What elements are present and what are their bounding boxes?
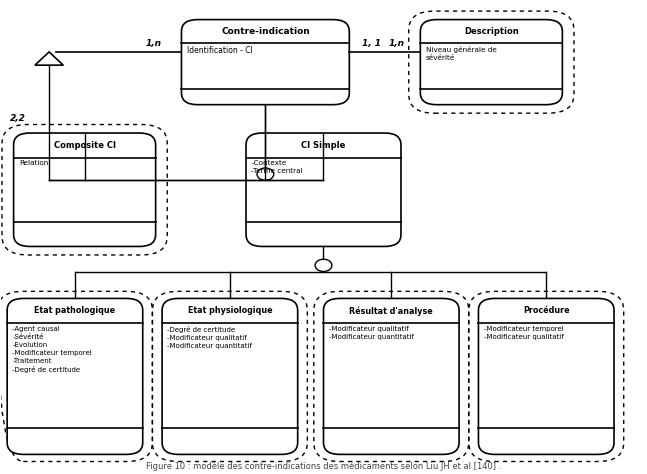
Text: Identification - CI: Identification - CI [186,46,252,55]
Text: Procédure: Procédure [523,306,569,315]
Text: 1, 1: 1, 1 [362,39,381,48]
FancyBboxPatch shape [14,133,156,246]
Text: Etat pathologique: Etat pathologique [34,306,116,315]
FancyBboxPatch shape [324,299,459,455]
Text: Composite CI: Composite CI [54,141,116,150]
Text: Contre-indication: Contre-indication [221,27,310,36]
FancyBboxPatch shape [478,299,614,455]
Text: Figure 10 : modèle des contre-indications des médicaments selon Liu JH et al [14: Figure 10 : modèle des contre-indication… [146,462,501,471]
Text: Résultat d'analyse: Résultat d'analyse [349,306,433,316]
Text: Relation: Relation [19,160,48,166]
Text: -Modificateur qualitatif
-Modificateur quantitatif: -Modificateur qualitatif -Modificateur q… [329,326,413,340]
Text: -Agent causal
-Sévérité
-Evolution
-Modificateur temporel
-Traitement
-Degré de : -Agent causal -Sévérité -Evolution -Modi… [12,326,92,373]
Text: -Degré de certitude
-Modificateur qualitatif
-Modificateur quantitatif: -Degré de certitude -Modificateur qualit… [168,326,252,349]
Text: Etat physiologique: Etat physiologique [188,306,272,315]
Text: CI Simple: CI Simple [302,141,345,150]
Text: Description: Description [464,27,519,36]
Text: -Contexte
-Terme central: -Contexte -Terme central [251,160,303,174]
FancyBboxPatch shape [7,299,143,455]
Polygon shape [35,52,63,65]
Text: Niveau générale de
sévérité: Niveau générale de sévérité [426,46,496,61]
Text: 2,2: 2,2 [10,114,27,123]
FancyBboxPatch shape [162,299,298,455]
FancyBboxPatch shape [421,19,562,105]
FancyBboxPatch shape [181,19,349,105]
FancyBboxPatch shape [246,133,401,246]
Text: 1,n: 1,n [146,39,162,48]
Text: -Modificateur temporel
-Modificateur qualitatif: -Modificateur temporel -Modificateur qua… [483,326,564,340]
Text: 1,n: 1,n [388,39,404,48]
